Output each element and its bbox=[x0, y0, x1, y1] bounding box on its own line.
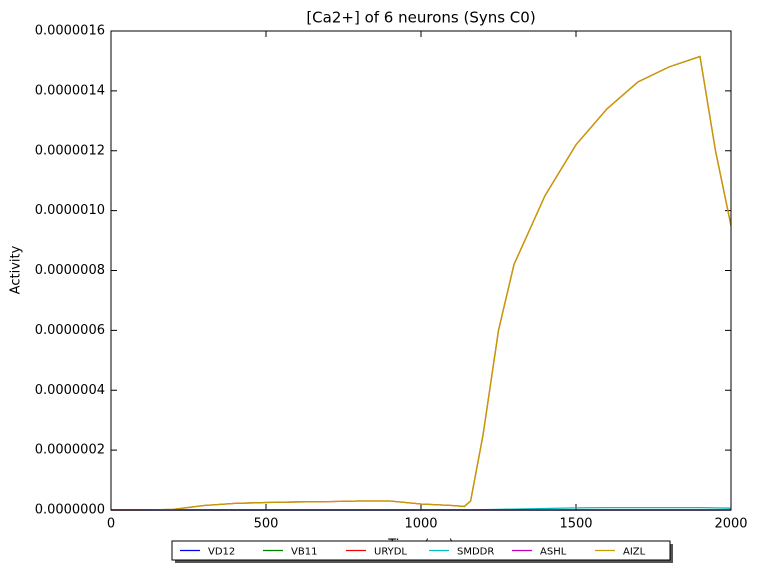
legend-label: AIZL bbox=[623, 547, 646, 558]
y-tick-label: 0.0000014 bbox=[35, 83, 105, 98]
y-tick-label: 0.0000010 bbox=[35, 203, 105, 218]
y-tick-label: 0.0000016 bbox=[35, 24, 105, 39]
y-axis-label: Activity bbox=[9, 245, 24, 294]
x-tick-label: 500 bbox=[254, 517, 279, 532]
plot-frame bbox=[110, 30, 732, 511]
legend bbox=[171, 540, 671, 561]
legend-label: VD12 bbox=[208, 547, 235, 558]
x-tick-label: 1500 bbox=[559, 517, 592, 532]
legend-label: VB11 bbox=[291, 547, 317, 558]
legend-label: URYDL bbox=[374, 547, 407, 558]
y-tick-label: 0.0000000 bbox=[35, 503, 105, 518]
x-tick-label: 2000 bbox=[714, 517, 747, 532]
y-tick-label: 0.0000012 bbox=[35, 143, 105, 158]
x-tick-label: 0 bbox=[107, 517, 115, 532]
y-tick-label: 0.0000006 bbox=[35, 323, 105, 338]
legend-label: SMDDR bbox=[457, 547, 494, 558]
y-tick-label: 0.0000008 bbox=[35, 263, 105, 278]
y-tick-label: 0.0000002 bbox=[35, 443, 105, 458]
chart-title: [Ca2+] of 6 neurons (Syns C0) bbox=[306, 9, 535, 27]
y-tick-label: 0.0000004 bbox=[35, 383, 105, 398]
x-tick-label: 1000 bbox=[404, 517, 437, 532]
series-line bbox=[111, 55, 732, 511]
legend-label: ASHL bbox=[540, 547, 567, 558]
